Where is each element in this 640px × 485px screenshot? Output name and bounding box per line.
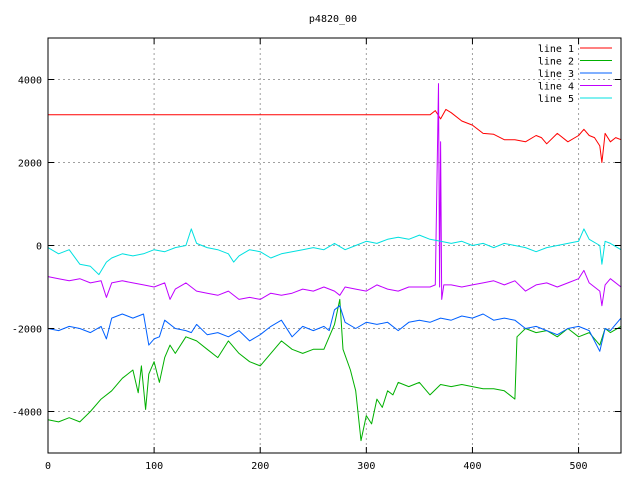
plot-series (47, 83, 622, 442)
series-line-4 (47, 83, 622, 307)
legend-label-4: line 4 (538, 82, 574, 93)
y-tick-label: -4000 (12, 408, 42, 419)
series-line-1 (48, 108, 622, 163)
y-tick-label: 2000 (18, 159, 42, 170)
series-line-3 (47, 305, 622, 352)
x-tick-label: 0 (45, 461, 51, 472)
y-tick-label: -2000 (12, 325, 42, 336)
legend-label-5: line 5 (538, 94, 574, 105)
axis-ticks: 0 100 200 300 400 500 -4000 -2000 0 2000 4000 (12, 38, 621, 472)
x-tick-label: 400 (463, 461, 481, 472)
y-tick-label: 0 (36, 242, 42, 253)
x-tick-label: 300 (357, 461, 375, 472)
series-line-5 (47, 228, 622, 276)
x-tick-label: 100 (145, 461, 163, 472)
legend-label-2: line 2 (538, 57, 574, 68)
chart-title: p4820_00 (309, 14, 357, 25)
y-tick-label: 4000 (18, 76, 42, 87)
grid-lines (48, 38, 621, 453)
x-tick-label: 200 (251, 461, 269, 472)
series-line-2 (47, 298, 622, 442)
legend-label-3: line 3 (538, 69, 574, 80)
x-tick-label: 500 (570, 461, 588, 472)
legend-label-1: line 1 (538, 44, 574, 55)
